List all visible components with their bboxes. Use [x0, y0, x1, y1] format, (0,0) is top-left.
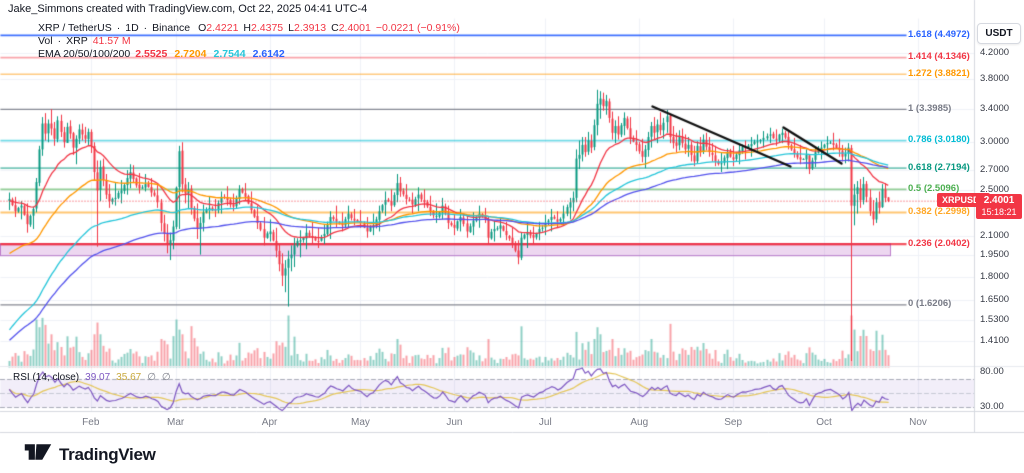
price-axis-tick: 1.8000 — [980, 270, 1010, 282]
rsi-empty-set-icon: ∅ — [161, 372, 171, 383]
ohlc-letter: L — [288, 22, 294, 34]
price-axis-tick: 1.6500 — [980, 293, 1010, 305]
price-axis-tick: 2.1000 — [980, 229, 1010, 241]
fib-level-label: 0.236 (2.0402) — [908, 237, 970, 249]
ohlc-letter: H — [243, 22, 252, 34]
time-axis-month-label: Oct — [816, 417, 832, 428]
tradingview-logo-text: TradingView — [59, 444, 156, 464]
rsi-label: RSI — [13, 372, 30, 383]
price-axis-tick: 1.4100 — [980, 335, 1010, 347]
time-axis-month-label: Apr — [261, 417, 278, 428]
price-axis-tick: 3.0000 — [980, 135, 1010, 147]
time-axis-month-label: May — [351, 417, 370, 428]
rsi-axis-bottom-label: 30.00 — [980, 401, 1004, 412]
symbol-title[interactable]: XRP / TetherUS — [38, 22, 112, 34]
ohlc-number: 2.4221 — [206, 22, 239, 34]
fib-level-label: 1 (3.3985) — [908, 102, 952, 114]
current-price-value: 2.4001 — [983, 194, 1015, 206]
price-axis-tick: 4.2000 — [980, 46, 1010, 58]
ema-values: 2.5525 2.7204 2.7544 2.6142 — [135, 48, 285, 61]
interval-label[interactable]: 1D — [125, 22, 139, 34]
price-axis-tick: 3.8000 — [980, 73, 1010, 85]
ohlc-values: O2.4221 H2.4375 L2.3913 C2.4001 — [198, 22, 371, 35]
price-axis-tick: 3.4000 — [980, 102, 1010, 114]
symbol-legend-row[interactable]: XRP / TetherUS · 1D · Binance O2.4221 H2.… — [38, 22, 460, 35]
fib-level-label: 0.382 (2.2998) — [908, 205, 970, 217]
ohlc-letter: O — [198, 22, 207, 34]
fib-level-label: 0 (1.6206) — [908, 298, 952, 310]
ema-value: 2.7544 — [213, 48, 246, 60]
fib-level-label: 1.618 (4.4972) — [908, 28, 970, 40]
ohlc-token: L2.3913 — [288, 22, 326, 35]
time-axis-month-label: Feb — [82, 417, 100, 428]
rsi-empty-set-icon: ∅ — [147, 372, 156, 383]
ohlc-token: H2.4375 — [243, 22, 283, 35]
currency-toggle-button[interactable]: USDT — [977, 23, 1021, 44]
ohlc-number: 2.4375 — [251, 22, 284, 34]
ema-value: 2.6142 — [252, 48, 285, 60]
volume-symbol: XRP — [66, 35, 88, 47]
ohlc-token: C2.4001 — [331, 22, 371, 35]
time-axis-month-label: Nov — [909, 417, 927, 428]
fib-level-label: 1.414 (4.1346) — [908, 51, 970, 63]
price-axis-tick: 1.5300 — [980, 313, 1010, 325]
tradingview-logo[interactable]: TradingView — [24, 441, 156, 468]
legend-separator: · — [143, 22, 148, 34]
rsi-legend[interactable]: RSI (14, close) 39.07 35.67 ∅ ∅ — [13, 372, 171, 383]
ema-label: EMA 20/50/100/200 — [38, 48, 131, 60]
tradingview-logo-icon — [24, 441, 52, 468]
fib-level-label: 0.618 (2.7194) — [908, 161, 970, 173]
exchange-label: Binance — [152, 22, 191, 34]
ema-value: 2.7204 — [174, 48, 207, 60]
fib-level-label: 0.5 (2.5096) — [908, 182, 960, 194]
time-axis-month-label: Jul — [538, 417, 552, 428]
chart-legend: XRP / TetherUS · 1D · Binance O2.4221 H2.… — [38, 22, 460, 61]
time-axis-month-label: Aug — [630, 417, 649, 428]
ohlc-letter: C — [331, 22, 339, 34]
ohlc-number: 2.3913 — [293, 22, 327, 34]
volume-legend-row[interactable]: Vol · XRP 41.57 M — [38, 35, 460, 48]
rsi-axis-top-label: 80.00 — [980, 366, 1004, 377]
price-axis-tick: 2.5000 — [980, 183, 1010, 195]
price-axis-tick: 2.7000 — [980, 163, 1010, 175]
time-axis-month-label: Sep — [724, 417, 743, 428]
ohlc-token: O2.4221 — [198, 22, 238, 35]
time-axis-month-label: Mar — [167, 417, 185, 428]
time-axis-month-label: Jun — [446, 417, 463, 428]
fib-level-label: 1.272 (3.8821) — [908, 67, 970, 79]
fib-level-label: 0.786 (3.0180) — [908, 134, 970, 146]
ema-value: 2.5525 — [135, 48, 168, 60]
attribution-text: Jake_Simmons created with TradingView.co… — [8, 3, 368, 15]
volume-label: Vol — [38, 35, 53, 47]
price-axis-tick: 1.9500 — [980, 249, 1010, 261]
volume-value: 41.57 M — [92, 35, 131, 47]
ema-legend-row[interactable]: EMA 20/50/100/200 2.5525 2.7204 2.7544 2.61… — [38, 48, 460, 61]
ohlc-number: 2.4001 — [338, 22, 371, 34]
bar-countdown-timer: 15:18:21 — [981, 206, 1017, 217]
rsi-params: (14, close) — [32, 372, 80, 383]
current-price-badge: 2.4001 15:18:21 — [976, 193, 1022, 219]
rsi-value: 39.07 — [85, 372, 111, 383]
rsi-ma-value: 35.67 — [116, 372, 142, 383]
change-value: −0.0221 (−0.91%) — [375, 22, 460, 34]
legend-separator: · — [57, 35, 62, 47]
legend-separator: · — [116, 22, 121, 34]
